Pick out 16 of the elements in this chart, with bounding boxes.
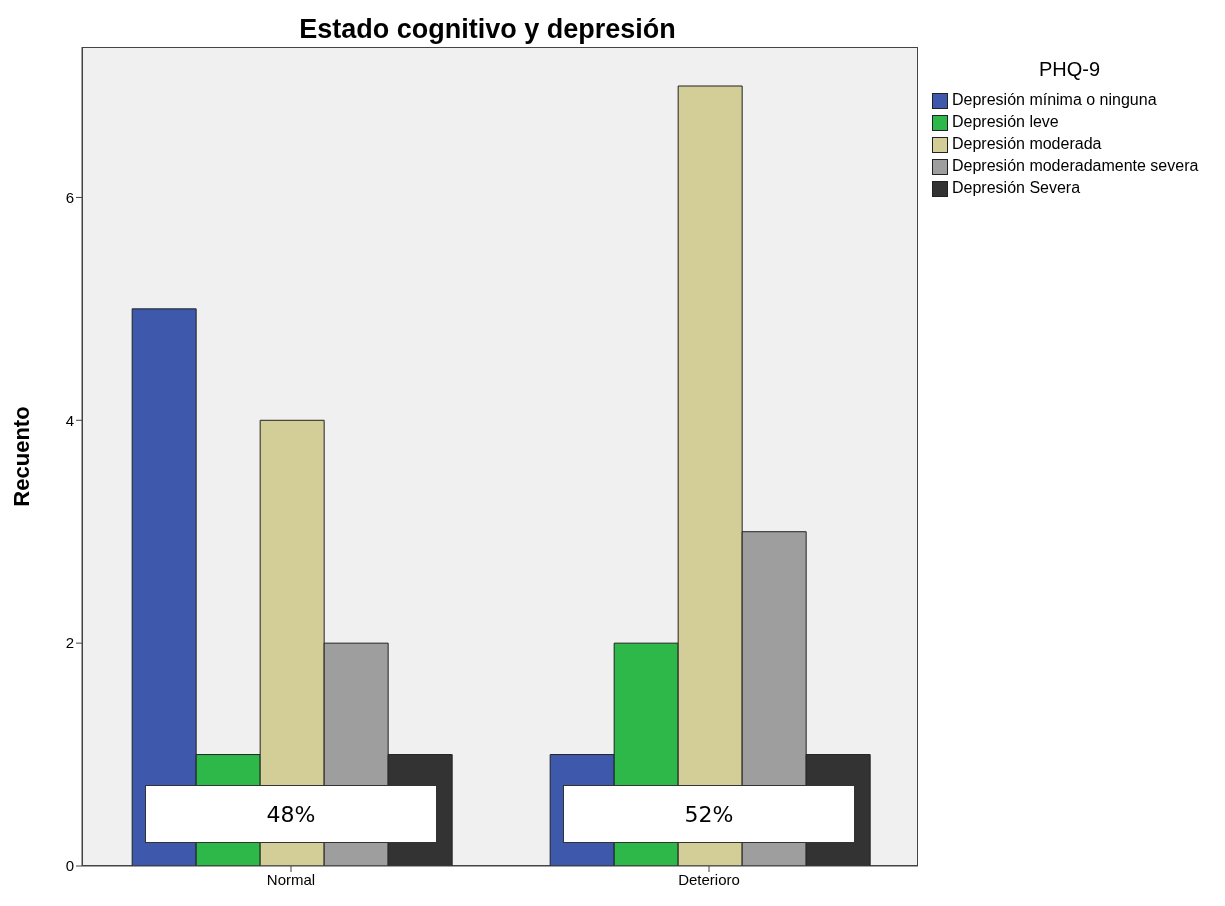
legend-label: Depresión Severa: [952, 179, 1081, 197]
x-tick-label: Normal: [266, 870, 316, 888]
legend-label: Depresión mínima o ninguna: [952, 91, 1157, 109]
x-tick-label: Deterioro: [678, 870, 740, 888]
chart-title: Estado cognitivo y depresión: [298, 14, 677, 45]
annotation: 52%: [684, 801, 734, 827]
annotation: 48%: [266, 801, 316, 827]
y-axis-title: Recuento: [8, 406, 34, 507]
y-tick-label: 2: [65, 634, 74, 652]
y-tick-label: 4: [65, 411, 74, 429]
legend-label: Depresión moderada: [952, 135, 1102, 153]
legend-label: Depresión moderadamente severa: [952, 157, 1199, 175]
legend-title: PHQ-9: [1037, 58, 1102, 81]
y-tick-label: 6: [65, 188, 74, 206]
y-tick-label: 0: [65, 857, 74, 875]
legend-label: Depresión leve: [952, 113, 1059, 131]
